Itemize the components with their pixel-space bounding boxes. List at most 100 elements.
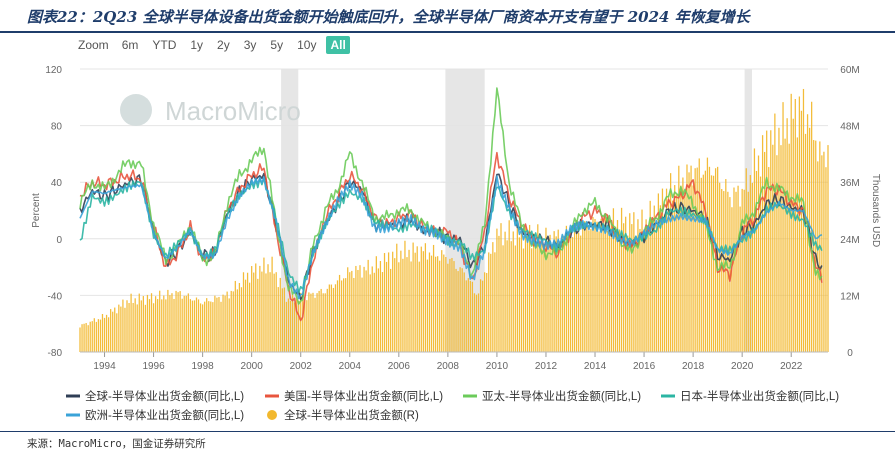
bar [545, 227, 547, 352]
bar [269, 272, 271, 352]
bar [408, 249, 410, 352]
bar [392, 251, 394, 352]
range-button-ytd[interactable]: YTD [152, 38, 177, 52]
y-left-tick-label: 120 [45, 65, 62, 76]
bar [606, 230, 608, 352]
bar [197, 299, 200, 352]
bar [136, 304, 138, 352]
bar [665, 188, 668, 352]
bar [275, 272, 277, 352]
bar [541, 236, 543, 352]
bar [551, 248, 553, 352]
bar [492, 242, 494, 352]
range-button-all[interactable]: All [326, 36, 350, 54]
range-selector: Zoom 6m YTD 1y 2y 3y 5y 10y All [78, 36, 356, 54]
bar [128, 303, 130, 352]
bar [676, 194, 678, 352]
range-button-3y[interactable]: 3y [243, 38, 257, 52]
bar [455, 268, 457, 352]
bar [193, 300, 196, 352]
bar [729, 197, 731, 352]
bar [467, 278, 469, 352]
bar [283, 287, 286, 352]
x-tick-label: 1998 [191, 361, 214, 372]
bar [232, 291, 234, 352]
bar [107, 317, 110, 352]
bar [696, 167, 698, 352]
bar [739, 206, 741, 352]
bar [375, 256, 377, 352]
legend-label: 全球-半导体业出货金额(同比,L) [85, 389, 244, 403]
bar [524, 227, 527, 352]
bar [95, 321, 97, 352]
y-right-axis-title: Thousands USD [870, 174, 881, 247]
bar [363, 266, 365, 352]
bar [377, 268, 380, 352]
source-note: 来源：MacroMicro，国金证券研究所 [27, 438, 206, 450]
bar [555, 236, 557, 352]
range-button-5y[interactable]: 5y [270, 38, 284, 52]
range-button-10y[interactable]: 10y [297, 38, 317, 52]
bar [112, 311, 114, 352]
bar [565, 225, 568, 352]
bar [510, 241, 512, 352]
bar [733, 187, 735, 352]
bar [592, 217, 594, 352]
bar [512, 231, 514, 352]
bar [240, 287, 243, 352]
bar [563, 235, 565, 352]
bar [353, 277, 355, 352]
bar [248, 282, 251, 352]
bar [641, 209, 643, 352]
y-left-tick-label: 80 [51, 122, 63, 133]
bar [500, 223, 502, 352]
range-button-2y[interactable]: 2y [217, 38, 230, 52]
bar [598, 231, 600, 352]
bar [686, 164, 688, 352]
bar [490, 253, 492, 352]
bar [778, 127, 780, 352]
bar [398, 262, 400, 352]
bar [796, 137, 798, 352]
bar [332, 287, 335, 352]
bar [320, 288, 322, 352]
bar [134, 298, 136, 352]
bar [185, 295, 187, 352]
bar [265, 273, 267, 352]
bar [263, 257, 265, 352]
bar [704, 170, 707, 352]
bar [410, 261, 412, 352]
bar [649, 200, 651, 352]
range-button-1y[interactable]: 1y [190, 38, 204, 52]
x-tick-label: 2008 [437, 361, 460, 372]
bar [87, 325, 89, 352]
bar [216, 297, 218, 352]
bar [694, 168, 696, 352]
bar [334, 284, 337, 352]
bar [432, 244, 435, 352]
bar [457, 271, 459, 352]
bar [124, 307, 126, 352]
bar [420, 246, 422, 352]
bar [116, 313, 118, 352]
bar [171, 293, 173, 352]
bar [289, 300, 292, 352]
bar [751, 182, 754, 352]
bar [396, 243, 398, 352]
zoom-label: Zoom [78, 38, 109, 52]
bar [712, 175, 715, 352]
bar [757, 155, 760, 352]
range-button-6m[interactable]: 6m [121, 38, 139, 52]
bar [788, 143, 790, 352]
bar [308, 292, 310, 352]
bar [157, 299, 159, 352]
bar [132, 302, 134, 352]
bar [177, 292, 179, 352]
bar [596, 221, 598, 352]
bar [328, 284, 330, 352]
bar [314, 297, 316, 352]
bar [618, 229, 621, 352]
bar [169, 295, 171, 352]
bar [385, 261, 388, 352]
bar [277, 287, 279, 352]
